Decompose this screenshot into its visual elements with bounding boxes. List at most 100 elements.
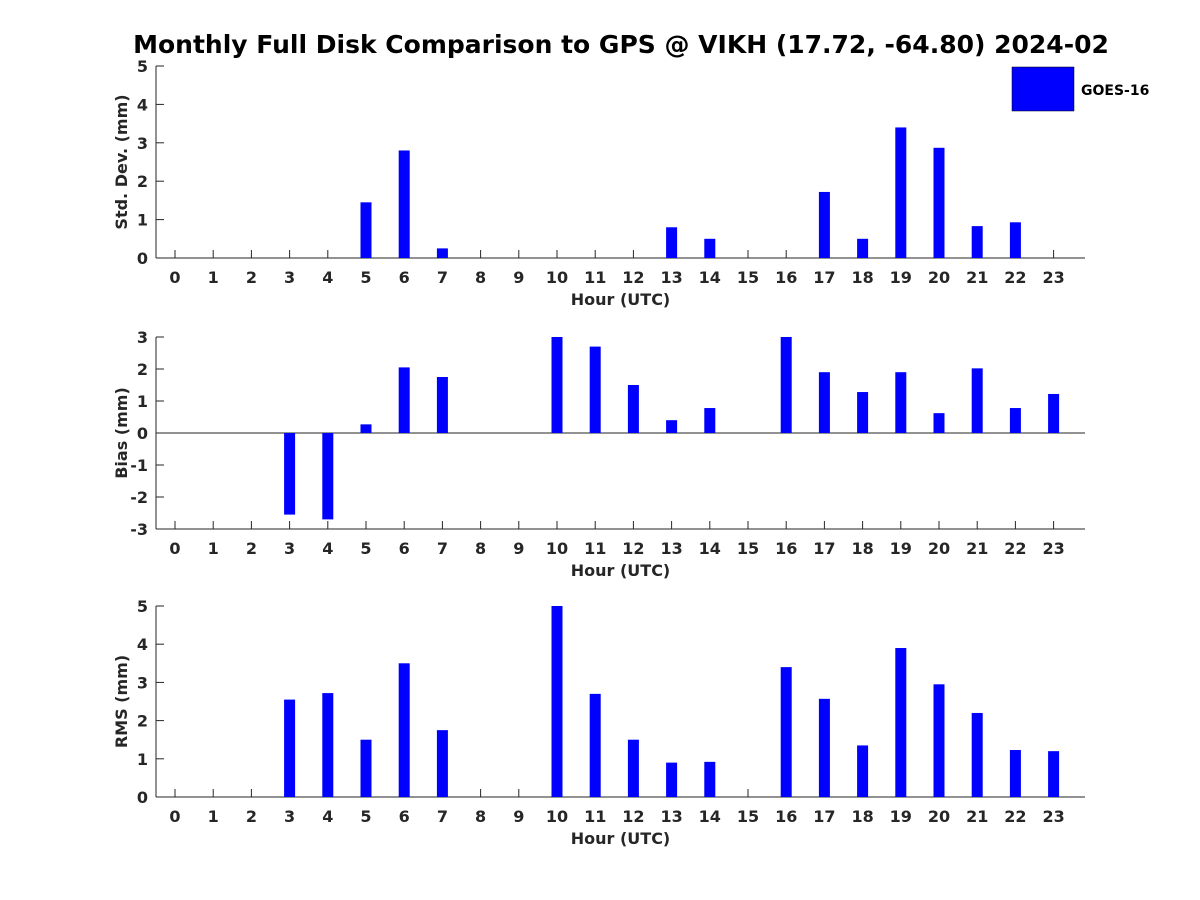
x-tick-label: 19	[890, 268, 912, 287]
x-tick-label: 5	[360, 807, 371, 826]
bar-hour-14	[704, 761, 716, 797]
bar-hour-12	[627, 385, 639, 433]
bar-hour-23	[1048, 393, 1060, 433]
bar-hour-10	[551, 337, 563, 433]
x-tick-label: 8	[475, 807, 486, 826]
y-tick-label: 0	[137, 249, 148, 268]
bar-hour-14	[704, 408, 716, 433]
x-tick-label: 1	[208, 268, 219, 287]
x-axis-label: Hour (UTC)	[571, 561, 671, 580]
y-tick-label: 1	[137, 211, 148, 230]
x-tick-label: 19	[890, 807, 912, 826]
bar-hour-17	[818, 698, 830, 797]
x-tick-label: 16	[775, 539, 797, 558]
x-tick-label: 1	[208, 539, 219, 558]
x-tick-label: 4	[322, 807, 333, 826]
x-tick-label: 23	[1042, 807, 1064, 826]
bar-hour-6	[398, 150, 410, 258]
bar-hour-7	[436, 730, 448, 797]
x-tick-label: 23	[1042, 539, 1064, 558]
x-tick-label: 12	[622, 268, 644, 287]
bar-hour-4	[322, 693, 334, 797]
x-tick-label: 7	[437, 268, 448, 287]
bar-hour-18	[857, 392, 869, 433]
x-tick-label: 17	[813, 268, 835, 287]
y-tick-label: 4	[137, 95, 148, 114]
bar-hour-20	[933, 684, 945, 797]
y-tick-label: 5	[137, 597, 148, 616]
x-tick-label: 9	[513, 807, 524, 826]
bar-hour-21	[971, 712, 983, 797]
x-tick-label: 18	[851, 807, 873, 826]
y-axis-label: RMS (mm)	[112, 655, 131, 748]
bar-hour-19	[895, 127, 907, 258]
legend-swatch	[1011, 66, 1075, 112]
y-tick-label: 5	[137, 57, 148, 76]
bar-hour-7	[436, 377, 448, 433]
bar-hour-22	[1009, 750, 1021, 797]
y-tick-label: 3	[137, 673, 148, 692]
x-tick-label: 14	[699, 807, 721, 826]
x-tick-label: 10	[546, 539, 568, 558]
x-tick-label: 0	[169, 539, 180, 558]
x-tick-label: 20	[928, 807, 950, 826]
x-tick-label: 7	[437, 539, 448, 558]
x-tick-label: 21	[966, 539, 988, 558]
bar-hour-19	[895, 648, 907, 797]
x-tick-label: 15	[737, 807, 759, 826]
bar-hour-11	[589, 346, 601, 433]
bar-hour-21	[971, 368, 983, 433]
bar-hour-11	[589, 693, 601, 797]
bar-hour-17	[818, 372, 830, 433]
x-axis-label: Hour (UTC)	[571, 290, 671, 309]
bar-hour-4	[322, 433, 334, 520]
bar-hour-5	[360, 739, 372, 797]
x-tick-label: 18	[851, 268, 873, 287]
x-tick-label: 22	[1004, 807, 1026, 826]
bar-hour-6	[398, 367, 410, 433]
y-tick-label: 2	[137, 360, 148, 379]
x-axis-label: Hour (UTC)	[571, 829, 671, 848]
y-tick-label: 2	[137, 172, 148, 191]
x-tick-label: 14	[699, 268, 721, 287]
x-tick-label: 22	[1004, 539, 1026, 558]
x-tick-label: 20	[928, 268, 950, 287]
x-tick-label: 2	[246, 268, 257, 287]
x-tick-label: 3	[284, 268, 295, 287]
x-tick-label: 3	[284, 539, 295, 558]
x-tick-label: 20	[928, 539, 950, 558]
x-tick-label: 14	[699, 539, 721, 558]
x-tick-label: 1	[208, 807, 219, 826]
x-tick-label: 17	[813, 539, 835, 558]
bar-hour-13	[666, 762, 678, 797]
bar-hour-23	[1048, 751, 1060, 797]
bar-hour-3	[284, 699, 296, 797]
bar-hour-3	[284, 433, 296, 515]
y-tick-label: 3	[137, 134, 148, 153]
x-tick-label: 6	[399, 268, 410, 287]
x-tick-label: 13	[660, 268, 682, 287]
x-tick-label: 16	[775, 807, 797, 826]
x-tick-label: 15	[737, 268, 759, 287]
x-tick-label: 3	[284, 807, 295, 826]
bar-hour-5	[360, 424, 372, 433]
x-tick-label: 2	[246, 539, 257, 558]
bar-hour-13	[666, 420, 678, 433]
chart-title: Monthly Full Disk Comparison to GPS @ VI…	[133, 30, 1109, 59]
x-tick-label: 21	[966, 807, 988, 826]
bar-hour-17	[818, 191, 830, 258]
x-tick-label: 7	[437, 807, 448, 826]
x-tick-label: 13	[660, 807, 682, 826]
y-tick-label: -1	[130, 456, 148, 475]
y-tick-label: 4	[137, 635, 148, 654]
x-tick-label: 17	[813, 807, 835, 826]
y-tick-label: 0	[137, 424, 148, 443]
bar-hour-22	[1009, 222, 1021, 258]
bar-hour-7	[436, 248, 448, 258]
bar-hour-16	[780, 667, 792, 797]
y-tick-label: -2	[130, 488, 148, 507]
y-tick-label: 1	[137, 750, 148, 769]
